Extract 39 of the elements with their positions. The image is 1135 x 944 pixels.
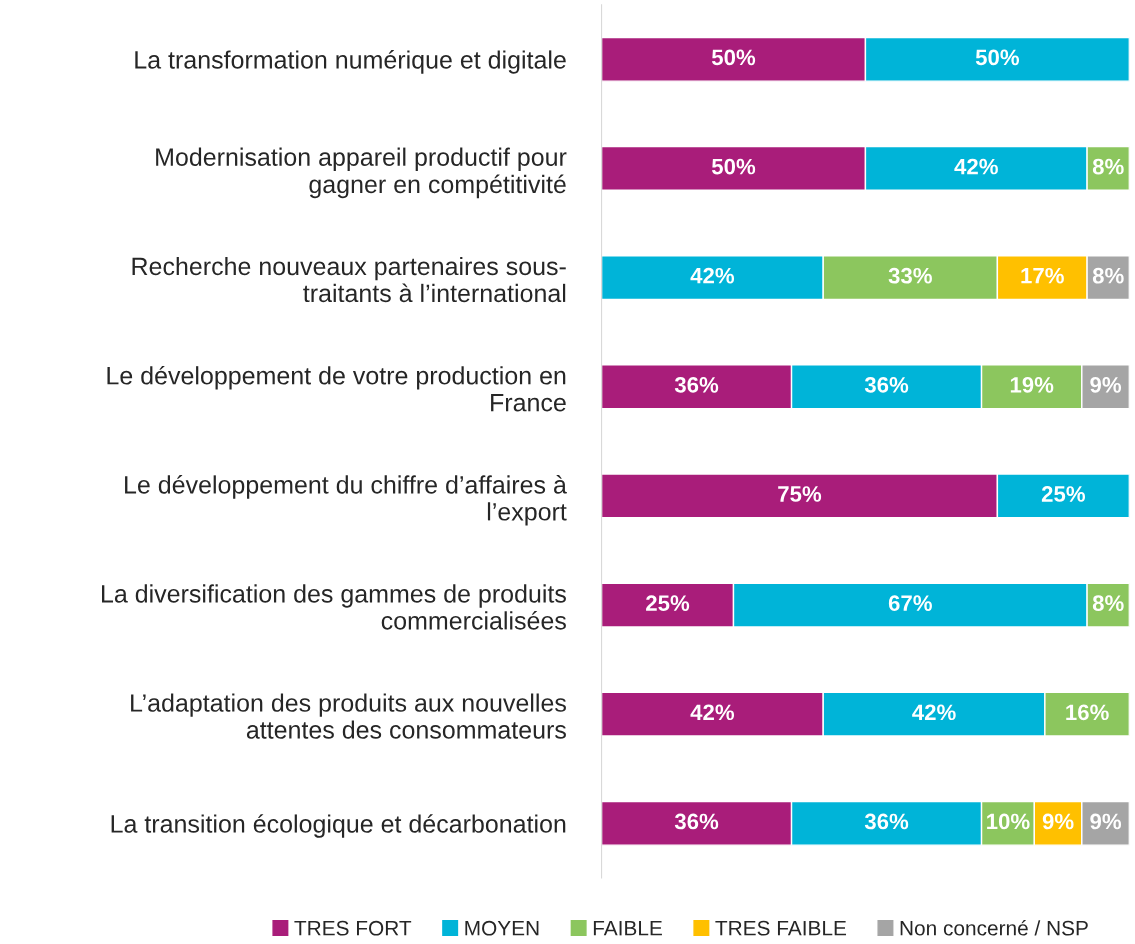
- data-label: 8%: [1092, 158, 1124, 175]
- data-label: 25%: [1041, 486, 1086, 502]
- y-tick-label: Modernisation appareil productif pour gagner en compétitivité: [156, 147, 567, 199]
- y-tick-label: La transition écologique et décarbonation: [111, 814, 566, 838]
- y-tick-label: Le développement de votre production en France: [107, 365, 566, 412]
- data-label: 36%: [674, 813, 719, 830]
- data-label: 50%: [711, 158, 756, 175]
- legend-label: FAIBLE: [593, 921, 662, 936]
- data-label: 25%: [646, 595, 690, 612]
- data-label: 36%: [864, 376, 909, 393]
- data-label: 16%: [1066, 704, 1109, 721]
- data-label: 42%: [954, 158, 998, 175]
- data-label: 8%: [1092, 267, 1124, 284]
- data-label: 33%: [888, 267, 932, 284]
- data-label: 36%: [864, 813, 909, 830]
- data-label: 50%: [975, 49, 1020, 66]
- data-label: 67%: [888, 595, 932, 612]
- y-tick-label: Le développement du chiffre d’affaires à l’export: [125, 475, 567, 526]
- y-tick-label: Recherche nouveaux partenaires sous- traitants à l’international: [132, 256, 566, 303]
- data-label: 42%: [912, 704, 956, 721]
- data-label: 42%: [690, 704, 735, 721]
- data-label: 9%: [1042, 813, 1074, 830]
- y-tick-label: La transformation numérique et digitale: [135, 50, 566, 74]
- legend-label: TRES FAIBLE: [715, 920, 847, 936]
- data-label: 75%: [778, 486, 822, 502]
- data-label: 9%: [1090, 813, 1122, 830]
- data-label: 19%: [1010, 376, 1054, 393]
- y-tick-label: L’adaptation des produits aux nouvelles attentes des consommateurs: [131, 693, 566, 739]
- legend-label: MOYEN: [465, 920, 539, 936]
- y-tick-label: La diversification des gammes de produits commercialisées: [102, 584, 566, 630]
- data-label: 36%: [674, 376, 719, 393]
- data-label: 17%: [1021, 267, 1064, 284]
- data-label: 8%: [1092, 595, 1124, 612]
- data-label: 50%: [711, 49, 756, 66]
- legend-label: TRES FORT: [294, 920, 412, 936]
- data-label: 9%: [1090, 376, 1122, 393]
- legend-label: Non concerné / NSP: [900, 920, 1088, 936]
- data-label: 42%: [690, 267, 735, 284]
- data-label: 10%: [987, 813, 1030, 830]
